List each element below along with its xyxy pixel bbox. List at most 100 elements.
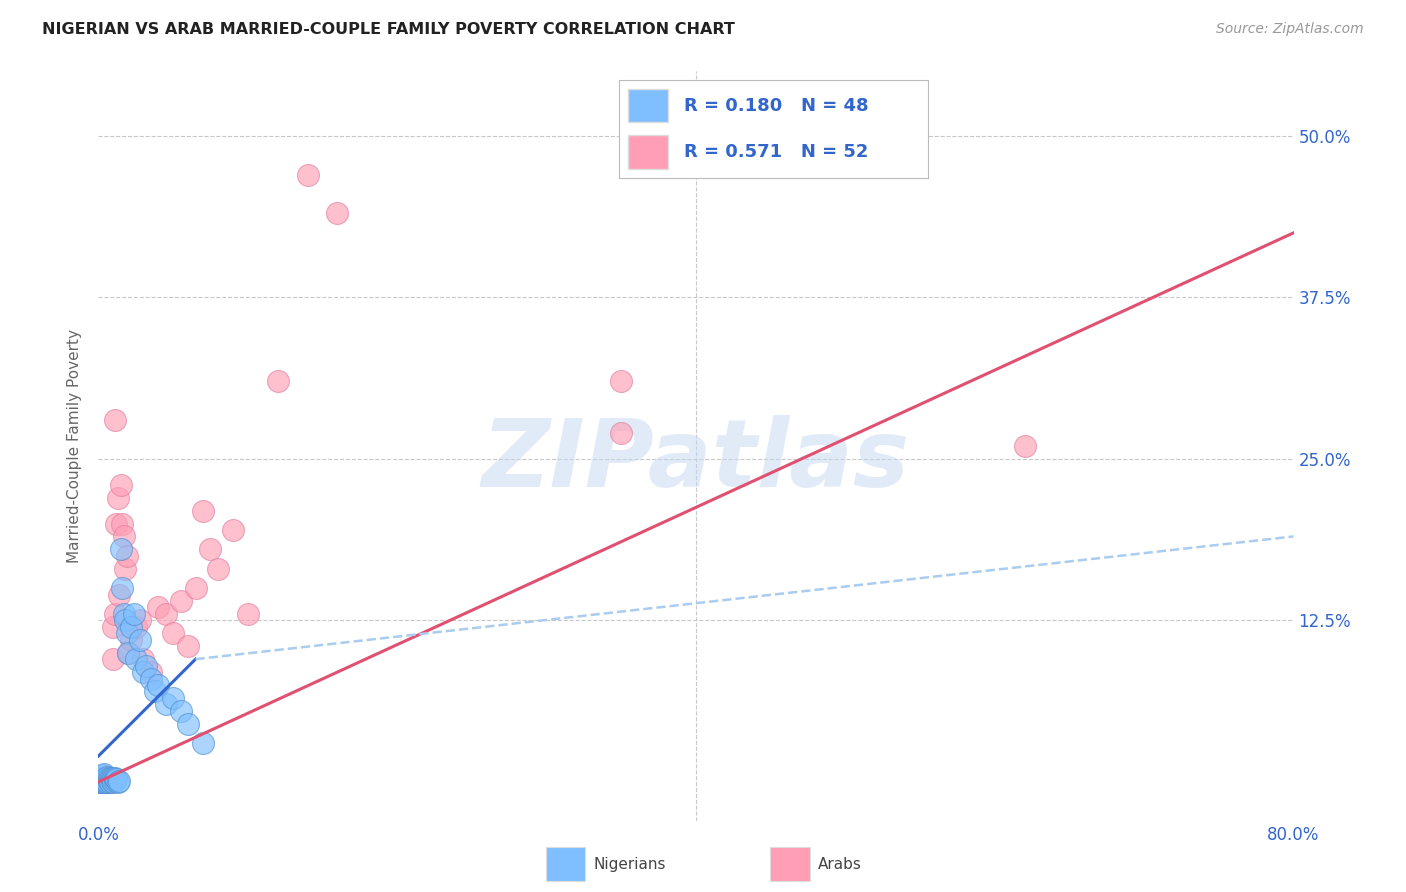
Point — [98, 772, 122, 787]
Point — [94, 771, 117, 785]
Text: R = 0.571   N = 52: R = 0.571 N = 52 — [683, 143, 868, 161]
Point — [97, 771, 120, 785]
Point — [125, 620, 148, 634]
FancyBboxPatch shape — [628, 89, 668, 122]
Point — [177, 639, 200, 653]
Point — [94, 775, 117, 789]
Point — [101, 773, 124, 788]
Point — [90, 772, 112, 787]
Point — [111, 581, 134, 595]
Point — [101, 771, 124, 785]
Point — [610, 426, 633, 441]
Point — [90, 771, 112, 785]
Point — [112, 607, 135, 621]
Point — [91, 768, 114, 782]
Point — [103, 620, 125, 634]
Point — [148, 678, 170, 692]
Point — [143, 684, 166, 698]
Point — [162, 626, 184, 640]
Point — [120, 632, 142, 647]
Point — [135, 658, 157, 673]
Point — [94, 771, 117, 785]
Text: Arabs: Arabs — [818, 857, 862, 871]
Point — [103, 772, 125, 787]
Point — [108, 773, 131, 788]
Point — [177, 716, 200, 731]
Point — [105, 516, 128, 531]
Point — [125, 652, 148, 666]
Point — [91, 773, 114, 788]
Point — [162, 690, 184, 705]
Text: Nigerians: Nigerians — [593, 857, 666, 871]
Point — [97, 771, 120, 785]
Point — [94, 773, 117, 788]
Point — [93, 767, 115, 781]
Text: NIGERIAN VS ARAB MARRIED-COUPLE FAMILY POVERTY CORRELATION CHART: NIGERIAN VS ARAB MARRIED-COUPLE FAMILY P… — [42, 22, 735, 37]
Text: ZIPatlas: ZIPatlas — [482, 415, 910, 507]
Point — [98, 775, 122, 789]
FancyBboxPatch shape — [628, 136, 668, 169]
Point — [93, 772, 115, 787]
Point — [117, 646, 139, 660]
Point — [114, 614, 136, 628]
Point — [104, 771, 127, 785]
Point — [124, 607, 146, 621]
Point — [94, 773, 117, 788]
Point — [191, 736, 214, 750]
Point — [107, 491, 129, 505]
Point — [91, 773, 114, 788]
Point — [104, 607, 127, 621]
Point — [91, 771, 114, 785]
Point — [96, 770, 118, 784]
Point — [1014, 439, 1036, 453]
Text: Source: ZipAtlas.com: Source: ZipAtlas.com — [1216, 22, 1364, 37]
Point — [103, 775, 125, 789]
Point — [129, 614, 152, 628]
Point — [139, 665, 162, 679]
Point — [103, 652, 125, 666]
Point — [111, 516, 134, 531]
Point — [91, 775, 114, 789]
Point — [96, 772, 118, 787]
Point — [200, 542, 222, 557]
Point — [107, 775, 129, 789]
Point — [132, 652, 155, 666]
Point — [105, 772, 128, 787]
Point — [139, 672, 162, 686]
Point — [610, 375, 633, 389]
Point — [267, 375, 290, 389]
Point — [94, 775, 117, 789]
Point — [110, 477, 132, 491]
Y-axis label: Married-Couple Family Poverty: Married-Couple Family Poverty — [67, 329, 83, 563]
Point — [91, 775, 114, 789]
Point — [148, 600, 170, 615]
Point — [89, 775, 111, 789]
Point — [184, 581, 207, 595]
Text: R = 0.180   N = 48: R = 0.180 N = 48 — [683, 97, 869, 115]
Point — [93, 770, 115, 784]
Point — [89, 775, 111, 789]
Point — [108, 588, 131, 602]
Point — [169, 594, 191, 608]
Point — [155, 698, 177, 712]
Point — [169, 704, 191, 718]
Point — [115, 549, 138, 563]
Point — [90, 775, 112, 789]
Point — [117, 646, 139, 660]
Point — [207, 562, 229, 576]
Point — [104, 413, 127, 427]
Point — [96, 770, 118, 784]
Point — [93, 775, 115, 789]
Point — [98, 772, 122, 787]
Point — [297, 168, 319, 182]
Point — [97, 773, 120, 788]
Point — [93, 775, 115, 789]
Point — [101, 773, 124, 788]
Point — [236, 607, 259, 621]
Point — [90, 775, 112, 789]
Point — [104, 773, 127, 788]
Point — [98, 775, 122, 789]
Point — [97, 773, 120, 788]
Point — [114, 562, 136, 576]
Point — [222, 523, 245, 537]
